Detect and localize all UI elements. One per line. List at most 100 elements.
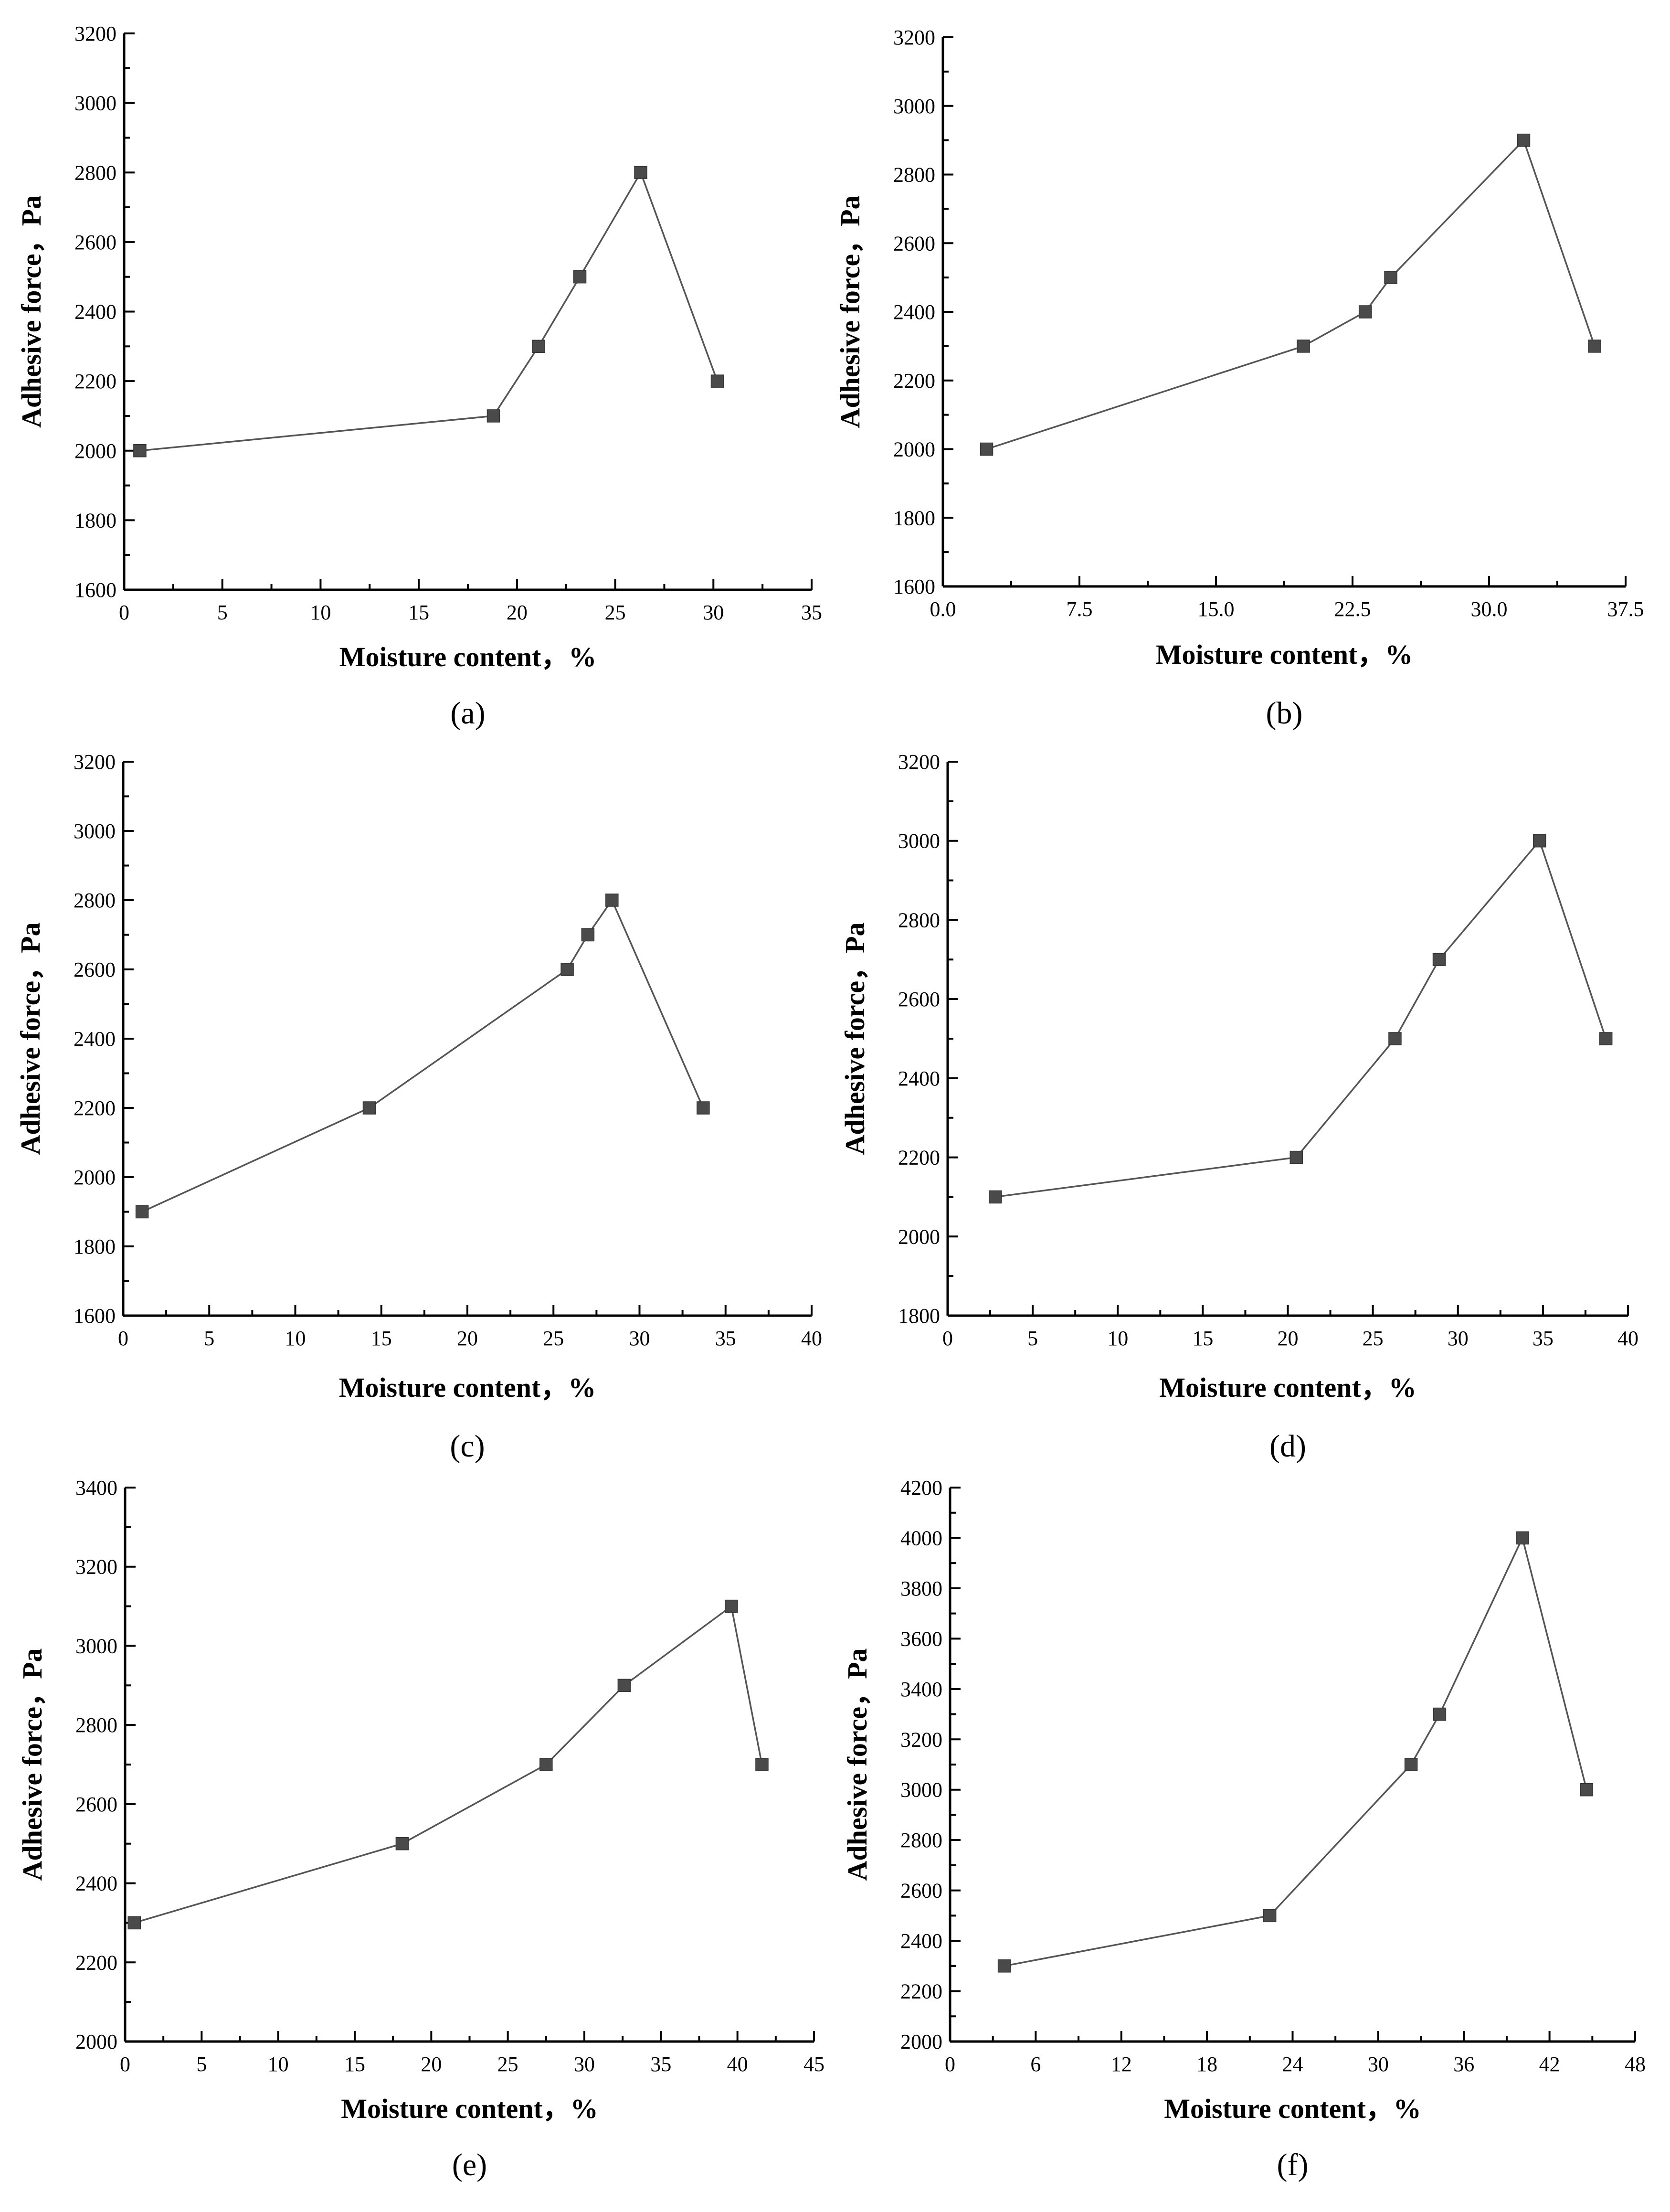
x-tick-label: 7.5: [1067, 597, 1093, 621]
x-tick-label: 36: [1453, 2052, 1474, 2076]
y-tick-label: 2400: [893, 300, 935, 324]
series-line: [141, 898, 704, 1213]
x-tick-label: 35: [1533, 1327, 1554, 1350]
y-tick-label: 2400: [75, 1872, 117, 1895]
y-tick-label: 2000: [74, 439, 116, 463]
x-tick-label: 25: [497, 2052, 518, 2076]
data-point-marker: [1432, 953, 1446, 967]
x-tick-label: 35: [650, 2052, 671, 2076]
x-tick-label: 30: [703, 601, 724, 624]
x-tick-label: 5: [196, 2052, 207, 2076]
x-tick-label: 30: [1368, 2052, 1389, 2076]
y-tick-label: 2600: [900, 1879, 942, 1903]
x-tick-label: 15: [1192, 1327, 1213, 1350]
data-point-marker: [1580, 1783, 1594, 1797]
x-tick-label: 37.5: [1607, 597, 1644, 621]
data-point-marker: [710, 374, 724, 388]
series-line: [1004, 1535, 1588, 1967]
x-tick-label: 6: [1030, 2052, 1041, 2076]
y-tick-label: 2400: [898, 1067, 940, 1090]
data-point-marker: [697, 1101, 710, 1115]
x-tick-label: 10: [310, 601, 331, 624]
y-tick-label: 1800: [898, 1304, 940, 1328]
y-tick-label: 3000: [74, 92, 116, 115]
x-tick-label: 5: [217, 601, 228, 624]
data-point-marker: [1404, 1758, 1418, 1771]
x-tick-label: 0: [118, 1327, 128, 1350]
y-tick-label: 1600: [74, 1304, 116, 1328]
y-tick-label: 2600: [74, 958, 116, 981]
x-tick-label: 20: [421, 2052, 442, 2076]
y-tick-label: 2800: [893, 163, 935, 187]
y-tick-label: 3200: [74, 750, 116, 774]
x-tick-label: 24: [1282, 2052, 1303, 2076]
x-tick-label: 45: [803, 2052, 824, 2076]
x-tick-label: 5: [1027, 1327, 1038, 1350]
x-tick-label: 30: [574, 2052, 595, 2076]
y-tick-label: 2000: [75, 2030, 117, 2053]
y-tick-label: 2400: [900, 1929, 942, 1953]
x-axis-title: Moisture content，%: [339, 1372, 596, 1403]
x-tick-label: 48: [1625, 2052, 1646, 2076]
y-tick-label: 2800: [74, 161, 116, 184]
x-tick-label: 40: [727, 2052, 748, 2076]
data-point-marker: [1263, 1909, 1277, 1923]
y-tick-label: 2800: [900, 1829, 942, 1852]
x-tick-label: 15: [371, 1327, 392, 1350]
data-point-marker: [539, 1758, 553, 1771]
y-axis-title: Adhesive force，Pa: [835, 196, 866, 428]
data-point-marker: [1297, 340, 1310, 353]
data-point-marker: [1517, 133, 1531, 147]
data-point-marker: [725, 1599, 738, 1613]
x-tick-label: 30: [1448, 1327, 1469, 1350]
y-tick-label: 2200: [74, 1096, 116, 1120]
x-tick-label: 25: [605, 601, 626, 624]
y-tick-label: 4000: [900, 1526, 942, 1550]
y-tick-label: 3000: [900, 1778, 942, 1802]
y-tick-label: 3400: [75, 1476, 117, 1499]
x-tick-label: 5: [204, 1327, 214, 1350]
y-tick-label: 2200: [900, 1980, 942, 2003]
data-point-marker: [634, 166, 647, 179]
panel-label: (e): [452, 2148, 487, 2182]
x-tick-label: 0: [945, 2052, 955, 2076]
y-tick-label: 3200: [75, 1555, 117, 1579]
data-point-marker: [617, 1679, 631, 1692]
y-tick-label: 3000: [75, 1634, 117, 1658]
series-line: [139, 170, 719, 452]
panel-label: (b): [1266, 696, 1303, 731]
data-point-marker: [989, 1190, 1002, 1204]
y-tick-label: 2000: [900, 2030, 942, 2053]
data-point-marker: [1388, 1032, 1402, 1045]
x-tick-label: 20: [457, 1327, 478, 1350]
x-tick-label: 15: [344, 2052, 365, 2076]
y-tick-label: 1800: [74, 1235, 116, 1258]
x-tick-label: 0: [120, 2052, 130, 2076]
y-tick-label: 3200: [74, 22, 116, 45]
panel-label: (d): [1269, 1429, 1306, 1464]
data-point-marker: [135, 1205, 149, 1219]
x-tick-label: 12: [1111, 2052, 1132, 2076]
x-tick-label: 20: [507, 601, 528, 624]
x-tick-label: 35: [715, 1327, 736, 1350]
data-point-marker: [997, 1959, 1011, 1973]
panel-d: 0 5 10 15 20 25 30 35 40 1800 2000 2200 2400 2600 2800…: [839, 750, 1638, 1464]
data-point-marker: [1433, 1707, 1447, 1721]
series-line: [134, 1605, 763, 1924]
x-tick-label: 10: [285, 1327, 306, 1350]
y-tick-label: 2800: [75, 1713, 117, 1737]
x-axis-title: Moisture content，%: [339, 641, 597, 672]
y-tick-label: 2600: [893, 232, 935, 255]
y-tick-label: 2200: [74, 370, 116, 393]
x-tick-label: 40: [1617, 1327, 1638, 1350]
x-tick-label: 42: [1539, 2052, 1560, 2076]
y-tick-label: 3200: [898, 750, 940, 774]
panel-a: 0 5 10 15 20 25 30 35 1600 1800 2000 2200 2400 2600 28…: [16, 22, 822, 731]
data-point-marker: [127, 1916, 141, 1930]
panel-b: 0.0 7.5 15.0 22.5 30.0 37.5 1600 1800 2000 2200 24…: [835, 26, 1644, 731]
y-tick-label: 2000: [74, 1166, 116, 1189]
panel-e: 0 5 10 15 20 25 30 35 40 45 2000 2200 2400 2600 2800 30…: [17, 1476, 824, 2182]
y-tick-label: 2200: [898, 1146, 940, 1170]
y-tick-label: 2200: [893, 369, 935, 393]
y-axis-title: Adhesive force，Pa: [17, 1648, 48, 1881]
